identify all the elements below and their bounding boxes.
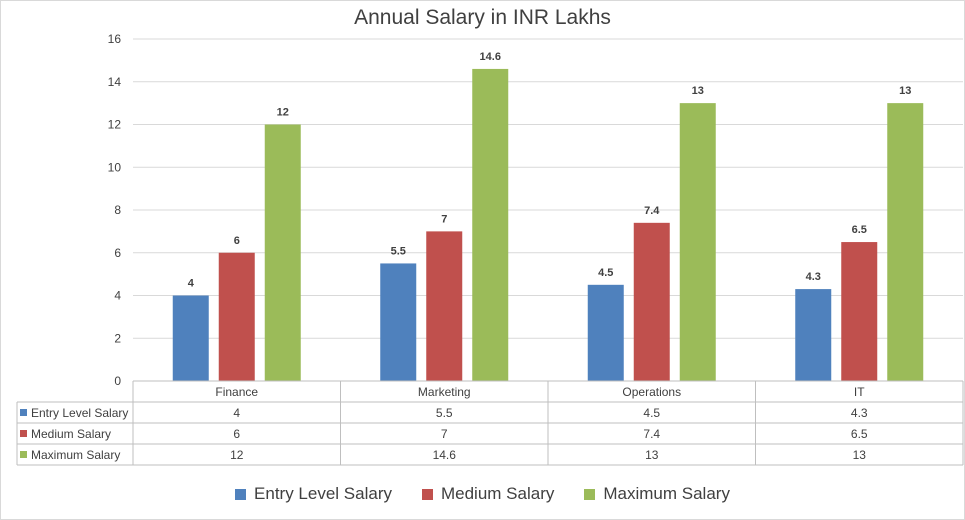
x-category-label: Operations (622, 385, 681, 399)
data-label-maximum-salary-finance: 12 (277, 107, 289, 119)
bar-entry-level-salary-it (795, 289, 832, 381)
table-cell-maximum-salary-marketing: 14.6 (433, 448, 457, 462)
table-cell-maximum-salary-operations: 13 (645, 448, 659, 462)
table-key-medium-salary (20, 430, 27, 437)
table-cell-medium-salary-marketing: 7 (441, 427, 448, 441)
table-series-label: Maximum Salary (31, 448, 120, 462)
data-label-medium-salary-finance: 6 (234, 235, 240, 247)
legend-item-maximum: Maximum Salary (584, 484, 730, 504)
y-tick-label: 12 (108, 118, 122, 132)
table-cell-entry-level-salary-finance: 4 (233, 406, 240, 420)
y-tick-label: 6 (114, 246, 121, 260)
y-tick-label: 10 (108, 160, 122, 174)
y-tick-label: 8 (114, 203, 121, 217)
data-label-maximum-salary-marketing: 14.6 (480, 51, 501, 63)
legend: Entry Level Salary Medium Salary Maximum… (0, 484, 965, 504)
table-cell-medium-salary-operations: 7.4 (643, 427, 660, 441)
bar-medium-salary-it (841, 242, 878, 381)
y-tick-label: 2 (114, 331, 121, 345)
legend-item-entry: Entry Level Salary (235, 484, 392, 504)
bar-medium-salary-operations (633, 222, 670, 381)
bar-medium-salary-marketing (426, 231, 463, 381)
data-label-entry-level-salary-finance: 4 (188, 278, 195, 290)
legend-swatch-maximum (584, 488, 596, 500)
data-label-maximum-salary-it: 13 (899, 85, 911, 97)
y-tick-label: 14 (108, 75, 122, 89)
legend-swatch-medium (421, 488, 433, 500)
bar-maximum-salary-marketing (472, 68, 509, 382)
legend-label-entry: Entry Level Salary (254, 484, 392, 503)
table-cell-medium-salary-finance: 6 (233, 427, 240, 441)
table-cell-maximum-salary-finance: 12 (230, 448, 244, 462)
legend-swatch-entry (235, 488, 247, 500)
bar-maximum-salary-operations (679, 103, 716, 381)
table-cell-maximum-salary-it: 13 (853, 448, 867, 462)
y-tick-label: 0 (114, 374, 121, 388)
chart-title: Annual Salary in INR Lakhs (354, 6, 611, 29)
bar-entry-level-salary-operations (587, 284, 624, 381)
table-cell-entry-level-salary-operations: 4.5 (643, 406, 660, 420)
data-label-entry-level-salary-marketing: 5.5 (391, 245, 406, 257)
table-series-label: Entry Level Salary (31, 406, 128, 420)
data-label-medium-salary-operations: 7.4 (644, 205, 660, 217)
bar-entry-level-salary-finance (172, 295, 209, 381)
data-label-medium-salary-it: 6.5 (852, 224, 867, 236)
data-label-medium-salary-marketing: 7 (441, 213, 447, 225)
table-cell-entry-level-salary-it: 4.3 (851, 406, 868, 420)
data-label-entry-level-salary-it: 4.3 (806, 271, 821, 283)
table-key-maximum-salary (20, 451, 27, 458)
y-tick-label: 16 (108, 32, 122, 46)
table-key-entry-level-salary (20, 409, 27, 416)
x-category-label: IT (854, 385, 865, 399)
x-category-label: Marketing (418, 385, 471, 399)
table-series-label: Medium Salary (31, 427, 111, 441)
legend-label-medium: Medium Salary (440, 484, 555, 503)
table-cell-medium-salary-it: 6.5 (851, 427, 868, 441)
data-label-entry-level-salary-operations: 4.5 (598, 267, 613, 279)
bar-entry-level-salary-marketing (380, 263, 417, 381)
bar-medium-salary-finance (218, 252, 255, 381)
legend-label-maximum: Maximum Salary (603, 484, 730, 503)
data-label-maximum-salary-operations: 13 (692, 85, 704, 97)
bar-maximum-salary-it (887, 103, 924, 381)
table-cell-entry-level-salary-marketing: 5.5 (436, 406, 453, 420)
bar-maximum-salary-finance (264, 124, 301, 381)
y-tick-label: 4 (114, 289, 121, 303)
x-category-label: Finance (215, 385, 258, 399)
legend-item-medium: Medium Salary (421, 484, 555, 504)
